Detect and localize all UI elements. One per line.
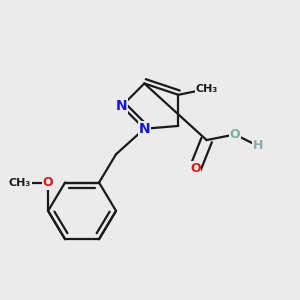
Text: O: O — [43, 176, 53, 189]
Text: CH₃: CH₃ — [9, 178, 31, 188]
Text: O: O — [230, 128, 240, 141]
Text: O: O — [190, 162, 201, 175]
Text: N: N — [139, 122, 150, 136]
Text: H: H — [252, 139, 263, 152]
Text: N: N — [116, 99, 127, 113]
Text: CH₃: CH₃ — [196, 84, 218, 94]
